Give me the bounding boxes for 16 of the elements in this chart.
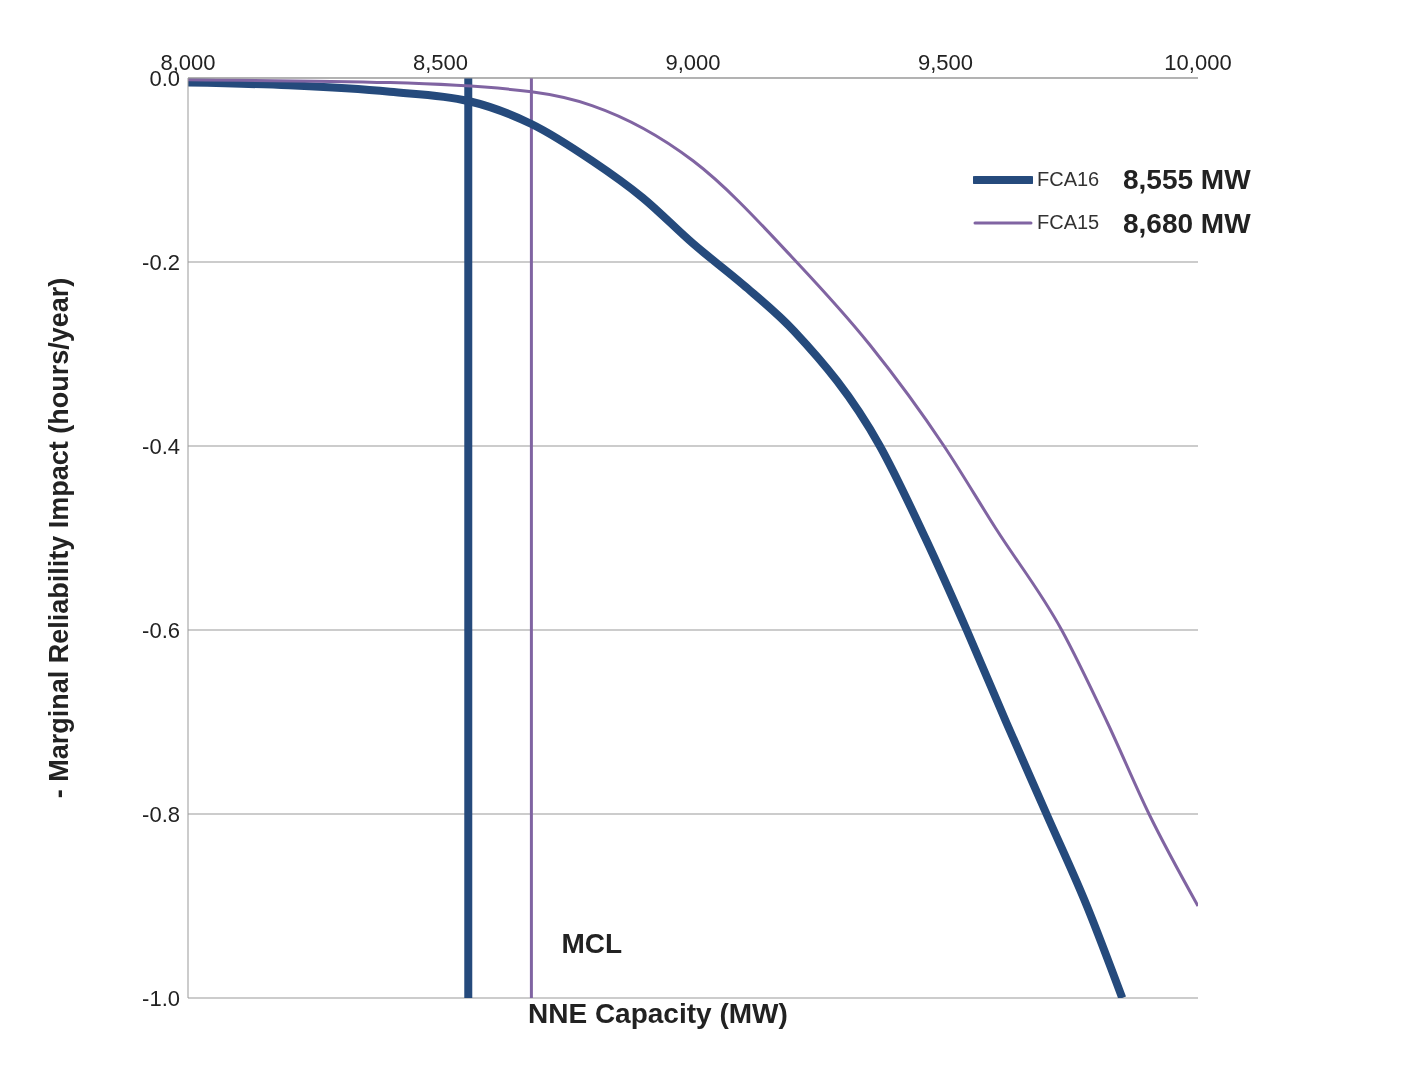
y-tick-label: -0.2 bbox=[142, 249, 180, 275]
legend-label: FCA16 bbox=[1037, 168, 1100, 191]
x-tick-label: 9,000 bbox=[665, 50, 721, 75]
y-tick-label: -0.4 bbox=[142, 433, 180, 459]
x-tick-label: 8,500 bbox=[412, 50, 469, 75]
x-axis-title: NNE Capacity (MW) bbox=[528, 998, 788, 1030]
annotation: 8,680 MW bbox=[1123, 208, 1251, 240]
x-tick-label: 9,500 bbox=[917, 50, 974, 75]
y-tick-label: -0.6 bbox=[142, 617, 180, 643]
legend-label: FCA15 bbox=[1037, 211, 1100, 234]
annotation: MCL bbox=[561, 927, 623, 959]
y-axis-title: - Marginal Reliability Impact (hours/year) bbox=[43, 277, 74, 799]
annotation: 8,555 MW bbox=[1123, 164, 1251, 196]
y-tick-label: -1.0 bbox=[142, 985, 180, 1011]
y-tick-label: -0.8 bbox=[142, 801, 180, 827]
x-tick-label: 10,000 bbox=[1164, 50, 1232, 75]
